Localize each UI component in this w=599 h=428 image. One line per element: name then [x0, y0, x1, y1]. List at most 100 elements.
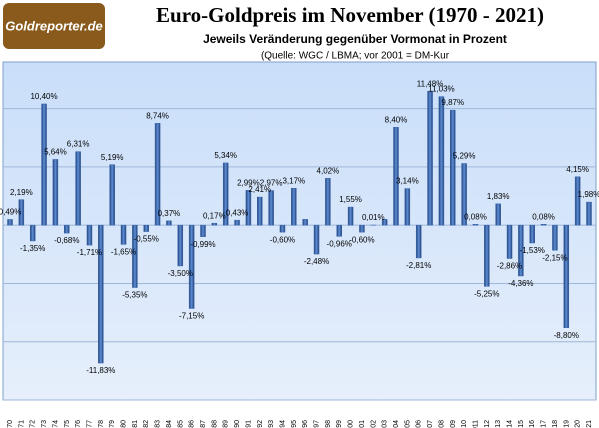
x-tick-label: 2017: [541, 420, 548, 428]
value-label: 4,15%: [566, 165, 589, 174]
value-label: -0,68%: [54, 236, 79, 245]
value-label: 8,74%: [146, 111, 169, 120]
value-label: 1,55%: [339, 195, 362, 204]
x-tick-label: 2020: [575, 420, 582, 428]
value-label: -0,60%: [270, 235, 295, 244]
bar: [211, 222, 218, 226]
bar: [143, 224, 149, 232]
value-label: -1,65%: [111, 248, 136, 257]
value-label: 10,40%: [30, 92, 57, 101]
x-tick-label: 2006: [416, 420, 423, 428]
value-label: -2,86%: [497, 262, 522, 271]
value-label: 4,02%: [317, 166, 340, 175]
value-label: 6,31%: [67, 140, 90, 149]
bar: [29, 224, 36, 242]
value-label: -2,81%: [406, 261, 431, 270]
value-label: -5,25%: [474, 289, 499, 298]
bar: [75, 151, 81, 226]
bar: [393, 127, 399, 226]
x-tick-label: 2010: [461, 420, 468, 428]
x-tick-label: 1971: [18, 420, 25, 428]
value-label: -1,53%: [520, 246, 545, 255]
value-label: -0,55%: [134, 235, 159, 244]
value-label: -8,80%: [554, 331, 579, 340]
x-tick-label: 1996: [302, 420, 309, 428]
bar: [177, 224, 184, 267]
value-label: 3,14%: [396, 177, 419, 186]
x-tick-label: 2021: [586, 420, 593, 428]
bar: [506, 224, 513, 259]
x-tick-label: 1973: [41, 420, 48, 428]
x-tick-label: 1977: [86, 420, 93, 428]
bar: [18, 199, 25, 226]
bar: [166, 220, 172, 226]
value-label: 2,41%: [248, 185, 271, 194]
labels: 1970 0,49% 1971 2,19% 1972 -1,35% 1973 10,40% 19…: [0, 79, 599, 428]
bar: [86, 224, 93, 246]
x-tick-label: 1980: [121, 420, 128, 428]
value-label: 3,17%: [282, 176, 305, 185]
value-label: 5,34%: [214, 151, 237, 160]
bar: [336, 224, 342, 237]
x-tick-label: 2009: [450, 420, 457, 428]
x-tick-label: 1993: [268, 420, 275, 428]
value-label: 5,19%: [101, 153, 124, 162]
value-label: -0,99%: [190, 240, 215, 249]
x-tick-label: 2014: [507, 420, 514, 428]
bar: [518, 224, 524, 277]
value-label: 0,17%: [203, 211, 226, 220]
value-label: 0,01%: [362, 213, 385, 222]
value-label: -5,35%: [122, 291, 147, 300]
x-tick-label: 1970: [7, 420, 14, 428]
bar: [461, 163, 467, 226]
x-tick-label: 1986: [189, 420, 196, 428]
value-label: -3,50%: [168, 269, 193, 278]
x-tick-label: 1985: [177, 420, 184, 428]
value-label: 0,08%: [464, 212, 487, 221]
bar: [98, 224, 104, 364]
subtitle: Jeweils Veränderung gegenüber Vormonat i…: [203, 32, 507, 46]
x-tick-label: 1991: [245, 420, 252, 428]
bar: [450, 109, 456, 226]
bar: [427, 91, 433, 226]
x-tick-label: 1989: [223, 420, 230, 428]
chart-title: Euro-Goldpreis im November (1970 - 2021): [156, 3, 544, 27]
bar: [154, 123, 161, 226]
value-label: 0,49%: [0, 208, 21, 217]
x-tick-label: 2016: [529, 420, 536, 428]
value-label: 11,03%: [428, 85, 455, 94]
x-tick-label: 1974: [52, 420, 59, 428]
bar: [52, 159, 59, 226]
bar: [291, 187, 297, 226]
bar: [132, 224, 138, 288]
value-label: 11,48%: [417, 79, 444, 88]
x-tick-label: 1998: [325, 420, 332, 428]
source: (Quelle: WGC / LBMA; vor 2001 = DM-Kur: [261, 51, 450, 62]
bar: [484, 224, 490, 287]
x-tick-label: 1997: [314, 420, 321, 428]
value-label: -1,71%: [77, 248, 102, 257]
bar: [279, 224, 286, 233]
bar: [325, 178, 331, 226]
logo: Goldreporter.de: [5, 18, 103, 33]
x-tick-label: 1992: [257, 420, 264, 428]
x-tick-label: 1972: [30, 420, 37, 428]
x-tick-label: 1975: [64, 420, 71, 428]
x-tick-label: 2001: [359, 420, 366, 428]
x-tick-label: 2002: [370, 420, 377, 428]
value-label: 0,08%: [532, 212, 555, 221]
x-tick-label: 2003: [382, 420, 389, 428]
bar: [222, 162, 229, 226]
bars: [7, 91, 592, 364]
x-tick-label: 2019: [563, 420, 570, 428]
x-tick-label: 1982: [143, 420, 150, 428]
x-tick-label: 2011: [472, 420, 479, 428]
value-label: 5,29%: [453, 152, 476, 161]
value-label: 9,87%: [441, 98, 464, 107]
logo-box: [3, 3, 105, 49]
bar: [415, 224, 422, 259]
x-tick-label: 1983: [155, 420, 162, 428]
x-tick-label: 1979: [109, 420, 116, 428]
x-tick-label: 1995: [291, 420, 298, 428]
bar: [347, 206, 354, 226]
